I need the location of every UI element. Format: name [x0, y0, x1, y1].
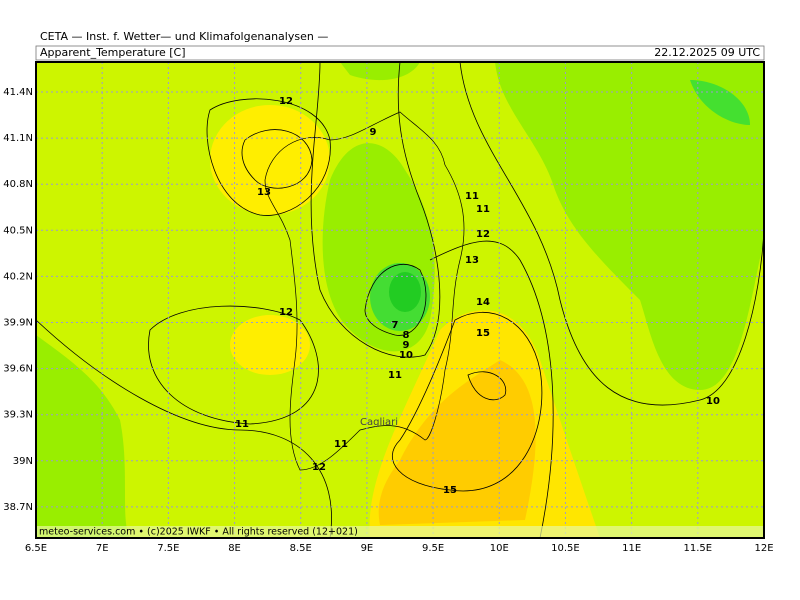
- lon-label: 8E: [228, 543, 241, 554]
- contour-line: [467, 371, 507, 401]
- lon-label: 6.5E: [25, 543, 47, 554]
- place-label: Cagliari: [360, 417, 398, 428]
- lat-label: 39N: [13, 456, 33, 467]
- field-green-north: [340, 62, 420, 81]
- contour-line: [206, 98, 331, 216]
- lon-label: 8.5E: [290, 543, 312, 554]
- contour-label: 9: [370, 127, 377, 138]
- contour-line: [364, 264, 427, 336]
- lat-label: 40.8N: [3, 179, 33, 190]
- lon-label: 10.5E: [551, 543, 580, 554]
- contour-label: 15: [443, 485, 457, 496]
- lon-label: 12E: [754, 543, 773, 554]
- contour-line: [241, 129, 313, 189]
- lat-label: 39.9N: [3, 318, 33, 329]
- map-area: 12 13 9 11 11 12 13 14 15 7 8 9 10 11 12…: [35, 61, 765, 539]
- field-green-west: [36, 335, 130, 538]
- lon-label: 11.5E: [684, 543, 713, 554]
- contour-label: 10: [706, 396, 720, 407]
- time-title: 22.12.2025 09 UTC: [654, 46, 760, 59]
- lon-label: 10E: [490, 543, 509, 554]
- lat-label: 40.5N: [3, 225, 33, 236]
- field-yellow-w: [230, 315, 310, 375]
- contour-label: 8: [403, 330, 410, 341]
- contour-line: [310, 62, 441, 358]
- field-yellow-nw: [210, 105, 330, 215]
- contour-label: 7: [392, 320, 399, 331]
- contour-label: 12: [312, 462, 326, 473]
- lat-label: 41.4N: [3, 87, 33, 98]
- contour-label: 11: [476, 204, 490, 215]
- source-title: CETA — Inst. f. Wetter— und Klimafolgena…: [40, 30, 328, 43]
- contour-label: 12: [476, 229, 490, 240]
- lat-label: 39.6N: [3, 364, 33, 375]
- title-bar: [35, 45, 765, 61]
- field-core: [389, 272, 421, 312]
- contour-label: 11: [334, 439, 348, 450]
- field-green-east: [495, 62, 764, 390]
- contour-label: 11: [388, 370, 402, 381]
- contour-label: 11: [235, 419, 249, 430]
- lon-label: 11E: [622, 543, 641, 554]
- lat-label: 41.1N: [3, 133, 33, 144]
- contour-line: [36, 319, 332, 538]
- contour-label: 10: [399, 350, 413, 361]
- contour-line: [429, 240, 554, 538]
- lon-label: 7.5E: [157, 543, 179, 554]
- lon-label: 9.5E: [422, 543, 444, 554]
- contour-label: 14: [476, 297, 490, 308]
- footer: meteo-services.com • (c)2025 IWKF • All …: [39, 527, 358, 538]
- contour-label: 15: [476, 328, 490, 339]
- lon-label: 9E: [361, 543, 374, 554]
- contour-label: 12: [279, 96, 293, 107]
- contour-label: 9: [403, 340, 410, 351]
- lon-label: 7E: [96, 543, 109, 554]
- map-frame: [35, 61, 765, 539]
- contour-label: 13: [257, 187, 271, 198]
- footer-band: [36, 526, 764, 538]
- field-orange-se: [378, 360, 536, 525]
- lat-label: 39.3N: [3, 410, 33, 421]
- contour-label: 13: [465, 255, 479, 266]
- lat-label: 40.2N: [3, 271, 33, 282]
- variable-title: Apparent_Temperature [C]: [40, 46, 186, 59]
- field-darkgreen-east: [690, 80, 750, 125]
- contour-label: 11: [465, 191, 479, 202]
- coastline: [264, 111, 465, 471]
- contour-line: [459, 62, 764, 406]
- contour-label: 12: [279, 307, 293, 318]
- lat-label: 38.7N: [3, 502, 33, 513]
